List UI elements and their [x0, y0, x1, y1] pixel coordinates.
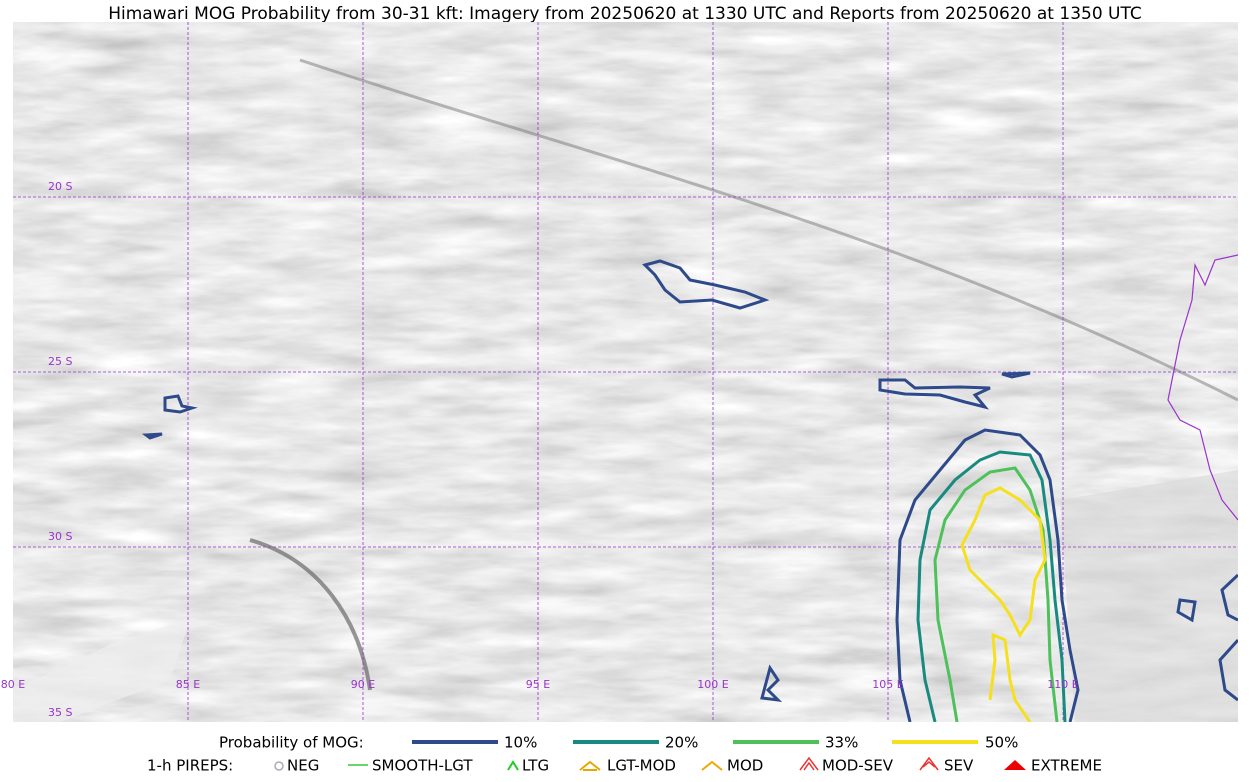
contour-10 — [642, 259, 770, 310]
contour-10 — [1176, 598, 1197, 623]
legend-icon — [1004, 760, 1026, 770]
bright-cloud — [1060, 470, 1238, 722]
map — [13, 22, 1238, 722]
legend-entry: LTG — [522, 757, 549, 775]
lat-label: 35 S — [48, 706, 72, 719]
legend-icon — [579, 760, 601, 771]
contour-10 — [163, 394, 198, 414]
legend-entry: EXTREME — [1031, 757, 1102, 775]
coastline — [1167, 254, 1238, 521]
lat-label: 20 S — [48, 180, 72, 193]
contour-10 — [141, 432, 163, 440]
contour-10 — [1001, 371, 1031, 379]
legend-title: 1-h PIREPS: — [147, 757, 233, 775]
legend-entry: 50% — [985, 734, 1018, 752]
lon-label: 85 E — [176, 678, 200, 691]
contour-10 — [878, 378, 991, 410]
grid-labels: 20 S 25 S 30 S 35 S 80 E 85 E 90 E 95 E … — [1, 180, 1079, 719]
grid — [13, 22, 1238, 722]
legend-entry: 10% — [504, 734, 537, 752]
legend-entry: MOD — [727, 757, 763, 775]
legend-icon — [274, 761, 284, 771]
legend-entry: 33% — [825, 734, 858, 752]
bright-cloud — [13, 620, 190, 722]
contour-10 — [895, 428, 1080, 722]
legend-icon — [507, 760, 519, 771]
title: Himawari MOG Probability from 30-31 kft:… — [108, 4, 1142, 24]
contours — [141, 259, 1238, 722]
legend-title: Probability of MOG: — [219, 734, 364, 752]
legend-icon — [799, 756, 819, 771]
legend-icon — [701, 760, 723, 771]
legend: Probability of MOG: 10% 20% 33% 50% 1-h … — [147, 734, 1102, 775]
legend-entry: LGT-MOD — [607, 757, 676, 775]
legend-entry: SEV — [944, 757, 974, 775]
legend-entry: 20% — [665, 734, 698, 752]
lon-label: 80 E — [1, 678, 25, 691]
contour-10 — [1218, 638, 1238, 702]
contour-20 — [916, 450, 1067, 722]
cloud-edge — [249, 538, 372, 691]
cloud-band — [299, 58, 1238, 402]
lon-label: 90 E — [351, 678, 375, 691]
legend-entry: SMOOTH-LGT — [372, 757, 473, 775]
legend-icon — [919, 756, 939, 771]
contour-10 — [1220, 573, 1238, 622]
lon-label: 100 E — [697, 678, 728, 691]
contour-33 — [933, 466, 1059, 722]
lon-label: 105 E — [872, 678, 903, 691]
contour-50 — [960, 486, 1047, 722]
lon-label: 110 E — [1047, 678, 1078, 691]
lat-label: 30 S — [48, 530, 72, 543]
lon-label: 95 E — [526, 678, 550, 691]
legend-entry: MOD-SEV — [822, 757, 894, 775]
legend-entry: NEG — [287, 757, 319, 775]
lat-label: 25 S — [48, 355, 72, 368]
contour-10 — [760, 664, 783, 703]
